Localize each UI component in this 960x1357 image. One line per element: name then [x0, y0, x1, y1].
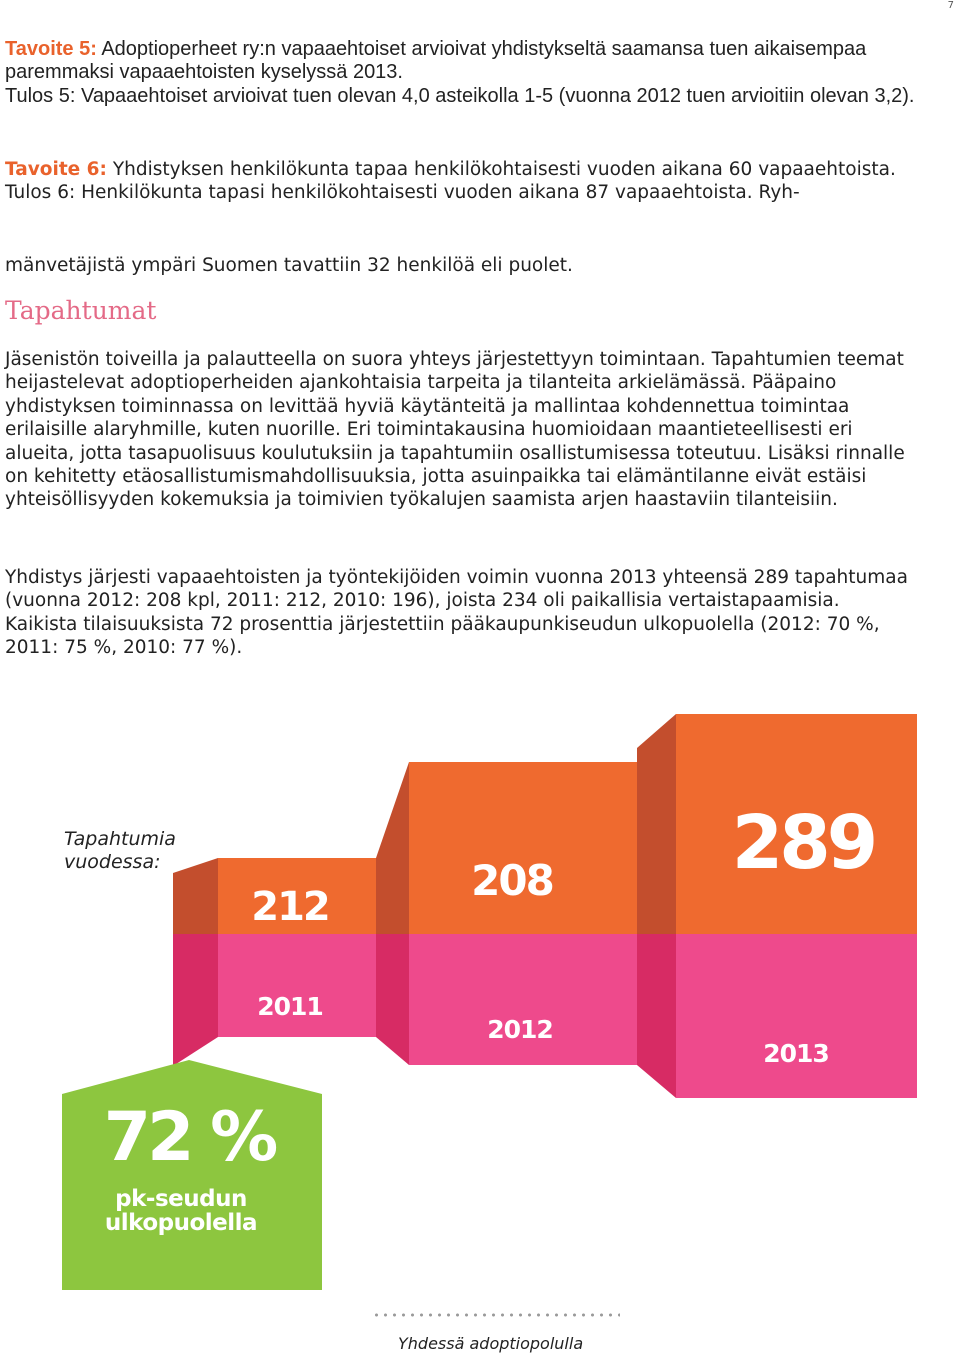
footer-text: Yhdessä adoptiopolulla: [398, 1334, 584, 1353]
year-label-2013: 2013: [763, 1039, 829, 1068]
goal-5-text: Adoptioperheet ry:n vapaaehtoiset arvioi…: [5, 38, 867, 84]
bar-side-2012: [376, 762, 409, 934]
share-text-line-2: ulkopuolella: [105, 1210, 257, 1236]
band-2013: [676, 934, 917, 1098]
page-number: 7: [947, 0, 954, 11]
bar-side-2013: [637, 714, 676, 934]
goal-6-result: Tulos 6: Henkilökunta tapasi henkilökoht…: [5, 182, 800, 204]
value-label-2011: 212: [251, 884, 329, 930]
band-side-2012: [376, 934, 409, 1065]
band-side-2013: [637, 934, 676, 1098]
value-label-2012: 208: [471, 856, 553, 905]
events-per-year-label: Tapahtumia vuodessa:: [64, 828, 176, 873]
bar-2012: [409, 762, 637, 934]
goal-5-label: Tavoite 5:: [5, 38, 97, 60]
bar-side-2011: [173, 858, 218, 934]
share-value: 72 %: [104, 1098, 276, 1177]
year-label-2011: 2011: [257, 992, 323, 1021]
goal-5-result: Tulos 5: Vapaaehtoiset arvioivat tuen ol…: [5, 84, 915, 107]
bar-2013: [676, 714, 917, 934]
goal-6-text: Yhdistyksen henkilökunta tapaa henkilöko…: [106, 159, 896, 180]
share-panel: [62, 1060, 322, 1290]
events-paragraph-2: Yhdistys järjesti vapaaehtoisten ja työn…: [5, 567, 908, 659]
value-label-2013: 289: [732, 800, 874, 886]
year-label-2012: 2012: [487, 1015, 553, 1044]
goal-6-paragraph: Tavoite 6: Yhdistyksen henkilökunta tapa…: [5, 158, 915, 205]
events-infographic: 212 208 289 2011 2012 2013 72 % pk-seudu…: [62, 714, 917, 1290]
events-paragraph-1: Jäsenistön toiveilla ja palautteella on …: [5, 349, 905, 511]
section-heading: Tapahtumat: [5, 296, 157, 325]
goal-5-paragraph: Tavoite 5: Adoptioperheet ry:n vapaaehto…: [5, 38, 915, 108]
band-side-2011: [173, 934, 218, 1066]
band-2012: [409, 934, 637, 1065]
bar-2011: [218, 858, 376, 934]
goal-6-result-continued: mänvetäjistä ympäri Suomen tavattiin 32 …: [5, 255, 573, 276]
footer-dotted-rule: [372, 1312, 620, 1318]
goal-6-label: Tavoite 6:: [5, 159, 107, 180]
band-2011: [218, 934, 376, 1037]
share-text-line-1: pk-seudun: [115, 1186, 247, 1212]
